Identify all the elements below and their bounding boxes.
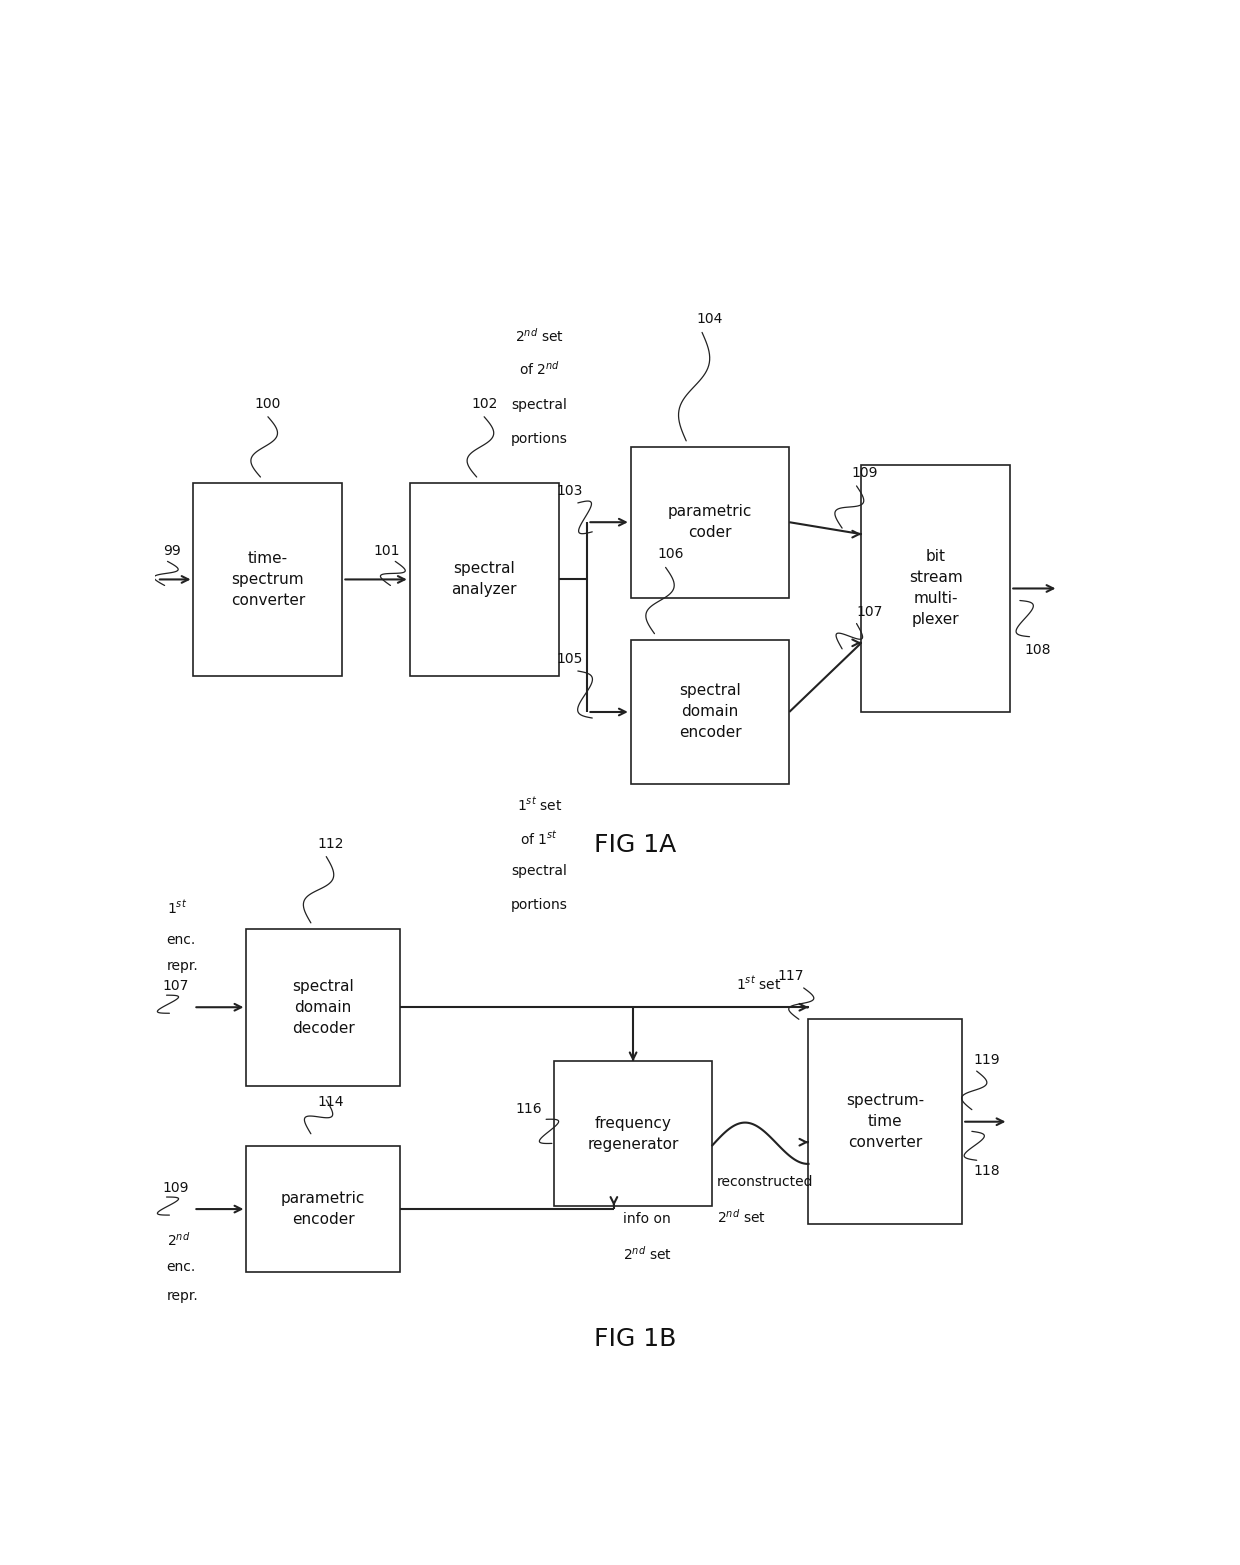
FancyBboxPatch shape <box>193 484 342 676</box>
Text: repr.: repr. <box>166 959 198 973</box>
Text: 104: 104 <box>697 313 723 327</box>
Text: 99: 99 <box>162 543 181 557</box>
FancyBboxPatch shape <box>631 448 789 598</box>
FancyBboxPatch shape <box>631 640 789 784</box>
Text: portions: portions <box>511 432 568 446</box>
Text: spectrum-
time
converter: spectrum- time converter <box>846 1094 925 1150</box>
Text: 108: 108 <box>1024 643 1052 657</box>
Text: FIG 1A: FIG 1A <box>594 833 677 856</box>
FancyBboxPatch shape <box>247 930 401 1086</box>
Text: time-
spectrum
converter: time- spectrum converter <box>231 551 305 607</box>
Text: $1^{st}$ set: $1^{st}$ set <box>517 797 562 814</box>
Text: 116: 116 <box>516 1102 542 1116</box>
Text: spectral
domain
encoder: spectral domain encoder <box>678 684 742 740</box>
Text: spectral: spectral <box>511 398 568 412</box>
Text: reconstructed: reconstructed <box>717 1175 813 1189</box>
Text: 100: 100 <box>254 398 281 410</box>
Text: 107: 107 <box>162 978 188 992</box>
Text: $2^{nd}$ set: $2^{nd}$ set <box>717 1208 766 1225</box>
Text: frequency
regenerator: frequency regenerator <box>588 1116 678 1152</box>
Text: 102: 102 <box>471 398 497 410</box>
Text: repr.: repr. <box>166 1288 198 1302</box>
FancyBboxPatch shape <box>554 1061 712 1207</box>
FancyBboxPatch shape <box>409 484 559 676</box>
Text: of $1^{st}$: of $1^{st}$ <box>521 829 558 848</box>
Text: 117: 117 <box>777 969 804 983</box>
Text: bit
stream
multi-
plexer: bit stream multi- plexer <box>909 549 962 628</box>
Text: FIG 1B: FIG 1B <box>594 1327 677 1351</box>
Text: spectral
analyzer: spectral analyzer <box>451 562 517 598</box>
Text: 112: 112 <box>317 837 345 850</box>
Text: portions: portions <box>511 898 568 911</box>
Text: spectral
domain
decoder: spectral domain decoder <box>291 978 355 1036</box>
Text: 101: 101 <box>373 543 401 557</box>
Text: parametric
encoder: parametric encoder <box>281 1191 366 1227</box>
Text: 105: 105 <box>557 653 583 667</box>
Text: 109: 109 <box>852 466 878 480</box>
Text: 114: 114 <box>317 1096 345 1110</box>
Text: 109: 109 <box>162 1180 190 1194</box>
Text: info on: info on <box>624 1211 671 1225</box>
Text: $1^{st}$: $1^{st}$ <box>166 900 187 917</box>
Text: $2^{nd}$ set: $2^{nd}$ set <box>624 1244 672 1263</box>
Text: $2^{nd}$ set: $2^{nd}$ set <box>515 327 564 344</box>
Text: 107: 107 <box>857 604 883 618</box>
Text: 103: 103 <box>557 484 583 498</box>
FancyBboxPatch shape <box>808 1019 962 1224</box>
Text: 106: 106 <box>657 548 683 562</box>
Text: enc.: enc. <box>166 1260 196 1274</box>
Text: 119: 119 <box>973 1053 1001 1067</box>
FancyBboxPatch shape <box>247 1146 401 1272</box>
Text: $1^{st}$ set: $1^{st}$ set <box>737 975 782 992</box>
Text: spectral: spectral <box>511 864 568 878</box>
Text: of $2^{nd}$: of $2^{nd}$ <box>518 360 560 379</box>
Text: enc.: enc. <box>166 933 196 947</box>
Text: parametric
coder: parametric coder <box>668 504 753 540</box>
Text: 118: 118 <box>973 1164 1001 1178</box>
Text: $2^{nd}$: $2^{nd}$ <box>166 1230 190 1249</box>
FancyBboxPatch shape <box>862 465 1011 712</box>
